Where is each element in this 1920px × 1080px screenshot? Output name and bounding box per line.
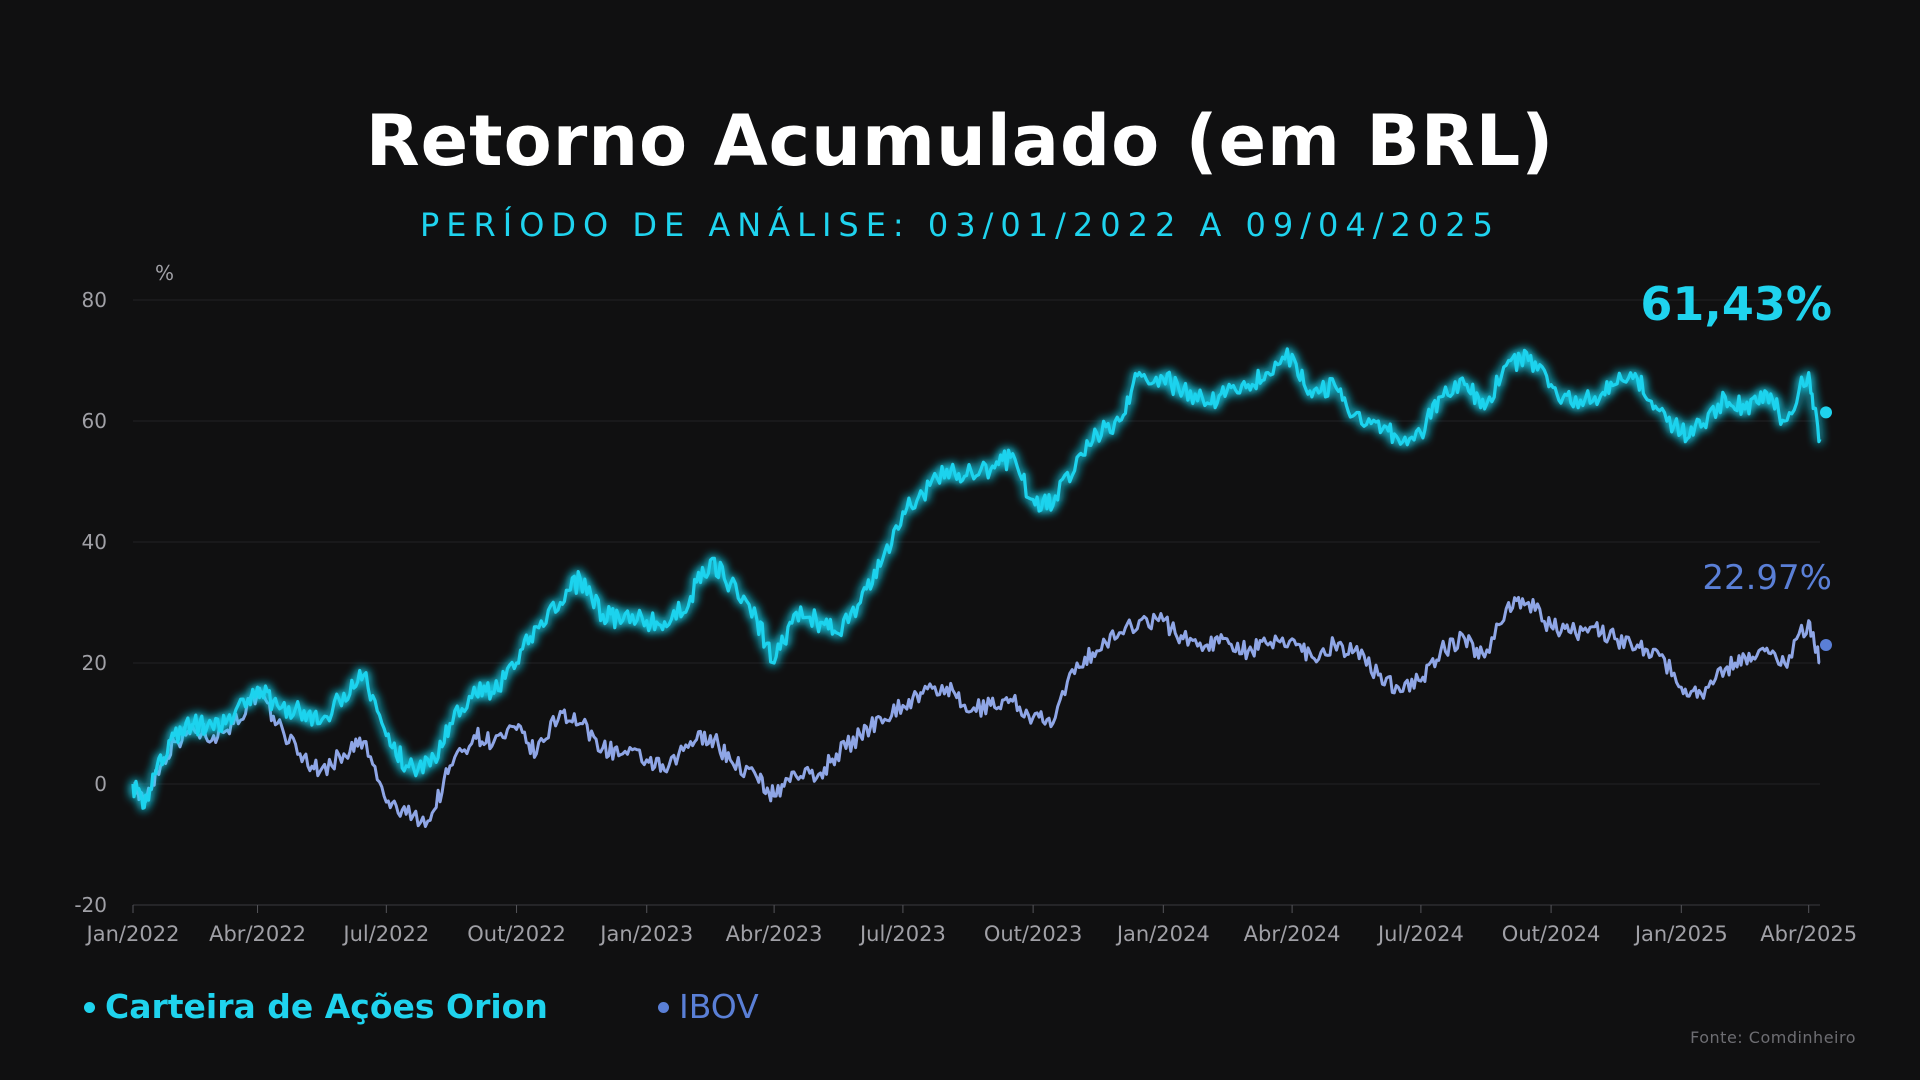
y-tick-label: 80	[82, 288, 107, 312]
legend-label-orion: Carteira de Ações Orion	[105, 987, 548, 1026]
legend-dot-orion	[84, 1001, 95, 1013]
x-tick-label: Out/2023	[984, 922, 1083, 946]
y-tick-label: 60	[82, 409, 107, 433]
legend-item-ibov: IBOV	[658, 985, 759, 1029]
x-tick-label: Abr/2024	[1244, 922, 1341, 946]
x-tick-label: Jan/2024	[1115, 922, 1210, 946]
y-tick-label: 40	[82, 530, 107, 554]
x-tick-label: Jan/2025	[1633, 922, 1728, 946]
chart-title: Retorno Acumulado (em BRL)	[365, 100, 1555, 182]
x-tick-label: Jul/2023	[858, 922, 946, 946]
x-tick-label: Jul/2024	[1376, 922, 1464, 946]
y-tick-label: 0	[94, 772, 107, 796]
end-marker-orion	[1820, 406, 1832, 419]
x-tick-label: Abr/2022	[209, 922, 306, 946]
series-line-ibov	[131, 595, 1821, 828]
y-tick-label: 20	[82, 651, 107, 675]
chart-subtitle: PERÍODO DE ANÁLISE: 03/01/2022 A 09/04/2…	[420, 206, 1500, 244]
legend-dot-ibov	[658, 1001, 669, 1013]
legend-label-ibov: IBOV	[679, 987, 759, 1026]
x-tick-label: Out/2024	[1502, 922, 1601, 946]
end-label-orion: 61,43%	[1640, 277, 1832, 331]
x-tick-label: Abr/2025	[1760, 922, 1857, 946]
end-labels: 61,43% 22.97%	[1640, 277, 1832, 652]
x-tick-label: Out/2022	[467, 922, 566, 946]
end-marker-ibov	[1820, 639, 1832, 652]
x-tick-label: Jan/2023	[598, 922, 693, 946]
x-tick-label: Jul/2022	[341, 922, 429, 946]
y-axis-unit: %	[155, 261, 174, 285]
source-note: Fonte: Comdinheiro	[1690, 1028, 1856, 1047]
x-tick-label: Abr/2023	[726, 922, 823, 946]
axes: % -20 0 20 40 60 80 Jan/2022 Abr/2022 Jul/2022 Out…	[74, 261, 1857, 946]
x-tick-label: Jan/2022	[85, 922, 180, 946]
y-tick-label: -20	[74, 893, 107, 917]
grid	[133, 299, 1820, 906]
series-line-orion	[131, 347, 1822, 810]
series	[131, 347, 1822, 828]
legend-item-orion: Carteira de Ações Orion	[84, 985, 548, 1029]
end-label-ibov: 22.97%	[1702, 558, 1832, 598]
